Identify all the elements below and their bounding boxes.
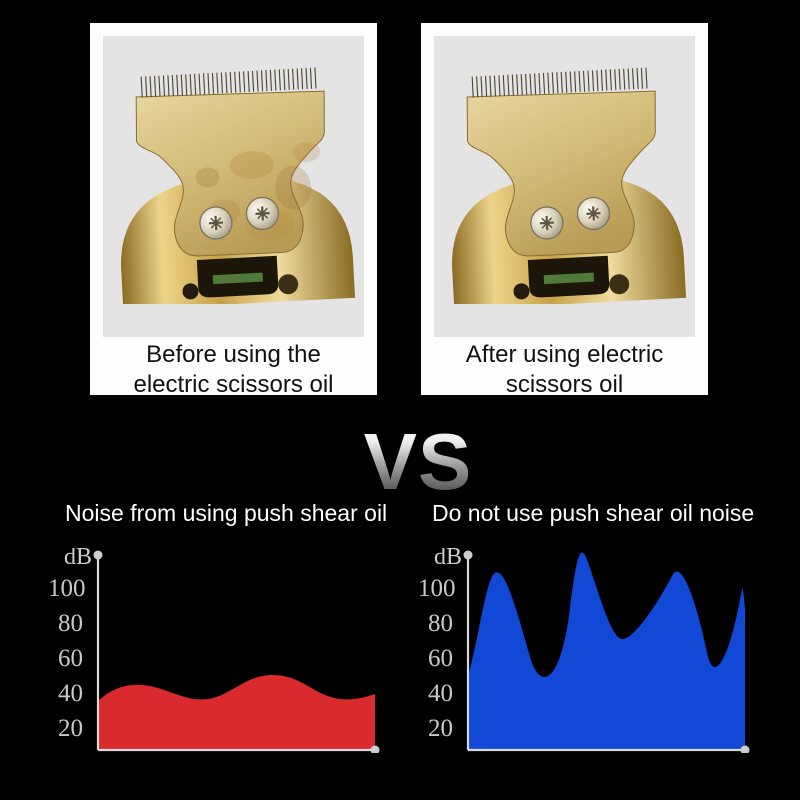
svg-text:60: 60 (58, 645, 83, 672)
svg-text:dB: dB (64, 548, 92, 570)
svg-text:80: 80 (428, 610, 453, 637)
svg-text:100: 100 (418, 575, 456, 602)
svg-text:20: 20 (58, 715, 83, 742)
svg-text:80: 80 (58, 610, 83, 637)
svg-text:100: 100 (48, 575, 86, 602)
svg-text:20: 20 (428, 715, 453, 742)
svg-text:40: 40 (428, 680, 453, 707)
svg-text:dB: dB (434, 548, 462, 570)
svg-text:60: 60 (428, 645, 453, 672)
svg-text:40: 40 (58, 680, 83, 707)
